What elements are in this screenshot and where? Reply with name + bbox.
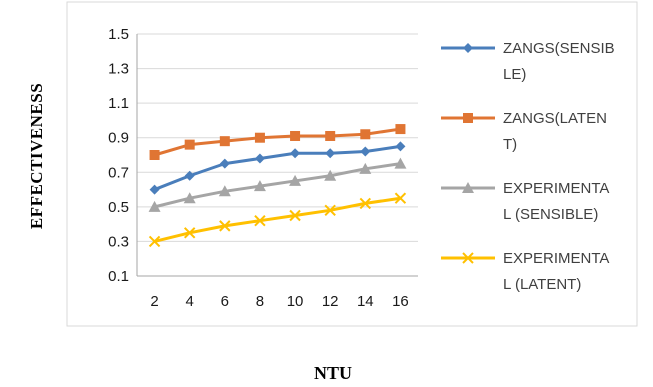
data-point-stroke (394, 192, 407, 204)
data-point (218, 185, 231, 197)
y-tick-label: 0.5 (108, 199, 129, 216)
y-axis-label: EFFECTIVENESS (27, 83, 46, 229)
data-point (290, 148, 301, 159)
data-point (290, 130, 301, 141)
data-point-stroke (324, 204, 336, 217)
x-tick-label: 4 (186, 293, 194, 310)
series-line (153, 127, 402, 157)
data-point (463, 43, 473, 53)
data-point (254, 214, 266, 227)
data-point (149, 184, 160, 195)
y-tick-label: 0.1 (108, 268, 129, 285)
x-tick-label: 12 (322, 293, 339, 310)
data-point (462, 182, 474, 193)
series-line (153, 144, 402, 192)
data-point (324, 169, 337, 181)
data-point (395, 141, 406, 152)
legend-item: ZANGS(LATEN T) (441, 110, 607, 153)
legend-item: ZANGS(SENSIB LE) (441, 40, 615, 83)
data-point (219, 136, 230, 147)
legend-label: ZANGS(LATEN (503, 110, 607, 127)
series-2 (149, 124, 406, 160)
x-tick-label: 6 (221, 293, 229, 310)
data-point-stroke (359, 197, 372, 210)
data-point (183, 192, 196, 204)
data-point-stroke (148, 235, 161, 248)
legend-label: LE) (503, 66, 526, 83)
data-point (360, 129, 371, 140)
legend-label: L (SENSIBLE) (503, 206, 598, 223)
data-point (463, 113, 473, 123)
data-point (324, 204, 336, 217)
data-point (394, 192, 407, 204)
data-point (183, 227, 196, 239)
gridlines (137, 33, 418, 242)
data-point (184, 170, 195, 181)
legend-label: T) (503, 136, 517, 153)
data-point (359, 162, 372, 174)
series-3 (148, 157, 407, 212)
x-axis-label: NTU (314, 363, 352, 383)
y-tick-label: 1.1 (108, 95, 129, 112)
series-4 (148, 192, 407, 248)
data-point (254, 132, 265, 143)
data-point (148, 200, 161, 212)
data-point-stroke (462, 252, 474, 264)
data-point (219, 158, 230, 169)
data-point-stroke (289, 209, 301, 222)
data-point (360, 146, 371, 157)
data-point (289, 209, 301, 222)
legend-label: EXPERIMENTA (503, 250, 609, 267)
data-point (325, 148, 336, 159)
series-1 (149, 141, 406, 195)
data-point (359, 197, 372, 210)
data-point (395, 124, 406, 135)
data-point (254, 153, 265, 164)
legend: ZANGS(SENSIB LE) ZANGS(LATEN T) EXPERIMENTA L… (441, 40, 615, 293)
data-point-stroke (219, 220, 231, 232)
legend-label: L (LATENT) (503, 276, 581, 293)
data-point (462, 252, 474, 264)
y-tick-label: 1.3 (108, 61, 129, 78)
axes (136, 34, 418, 277)
series-line (153, 162, 402, 209)
y-tick-label: 0.7 (108, 164, 129, 181)
x-tick-label: 16 (392, 293, 409, 310)
data-point-stroke (183, 227, 196, 239)
data-point (149, 150, 160, 160)
y-tick-label: 1.5 (108, 26, 129, 43)
data-point (184, 139, 195, 150)
x-tick-label: 10 (287, 293, 304, 310)
legend-label: EXPERIMENTA (503, 180, 609, 197)
chart-frame (66, 1, 638, 327)
legend-item: EXPERIMENTA L (SENSIBLE) (441, 180, 609, 223)
data-point (394, 157, 407, 169)
legend-label: ZANGS(SENSIB (503, 40, 615, 57)
data-point (219, 220, 231, 232)
y-tick-labels: 0.1 0.3 0.5 0.7 0.9 1.1 1.3 1.5 (108, 26, 129, 285)
x-tick-label: 2 (150, 293, 158, 310)
series-group (148, 124, 407, 248)
series-line (153, 196, 402, 243)
data-point (253, 180, 266, 192)
x-tick-label: 8 (256, 293, 264, 310)
data-point-stroke (254, 214, 266, 227)
x-tick-label: 14 (357, 293, 374, 310)
legend-item: EXPERIMENTA L (LATENT) (441, 250, 609, 293)
x-tick-labels: 2 4 6 8 10 12 14 16 (150, 293, 408, 310)
data-point (289, 174, 302, 186)
data-point (325, 130, 336, 141)
data-point (148, 235, 161, 248)
y-tick-label: 0.3 (108, 233, 129, 250)
y-tick-label: 0.9 (108, 130, 129, 147)
